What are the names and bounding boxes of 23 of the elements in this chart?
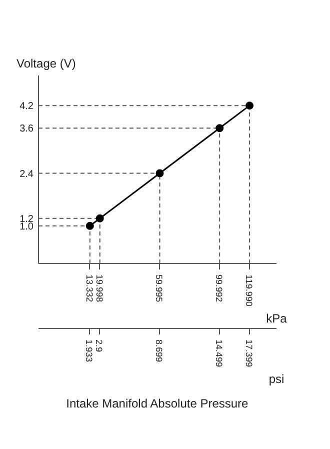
text: Intake Manifold Absolute Pressure	[66, 396, 249, 410]
x-tick-label: 99.992	[214, 274, 224, 302]
y-axis-title: Voltage (V)	[16, 56, 76, 70]
x-tick-label: 13.332	[84, 274, 94, 302]
point	[86, 222, 94, 230]
x-axis-title: kPa	[266, 311, 288, 326]
x-tick-label: 119.990	[244, 274, 254, 306]
y-tick-label: 2.4	[20, 168, 34, 180]
x2-tick-label: 17.399	[244, 340, 254, 368]
x2-tick-label: 14.499	[214, 340, 224, 368]
point	[246, 102, 254, 110]
x2-axis-title: psi	[268, 372, 284, 386]
y-tick-label: 1.0	[20, 221, 34, 232]
point	[156, 169, 164, 178]
point	[96, 214, 104, 222]
x2-tick-label: 2.9	[94, 340, 104, 352]
x-tick-label: 59.995	[154, 274, 164, 302]
y-tick-label: 3.6	[20, 124, 34, 135]
point	[216, 124, 224, 132]
y-tick-label: 4.2	[20, 101, 34, 112]
x-tick-label: 19.998	[94, 274, 104, 302]
x2-tick-label: 8.699	[154, 340, 164, 362]
x2-tick-label: 1.933	[84, 340, 94, 362]
